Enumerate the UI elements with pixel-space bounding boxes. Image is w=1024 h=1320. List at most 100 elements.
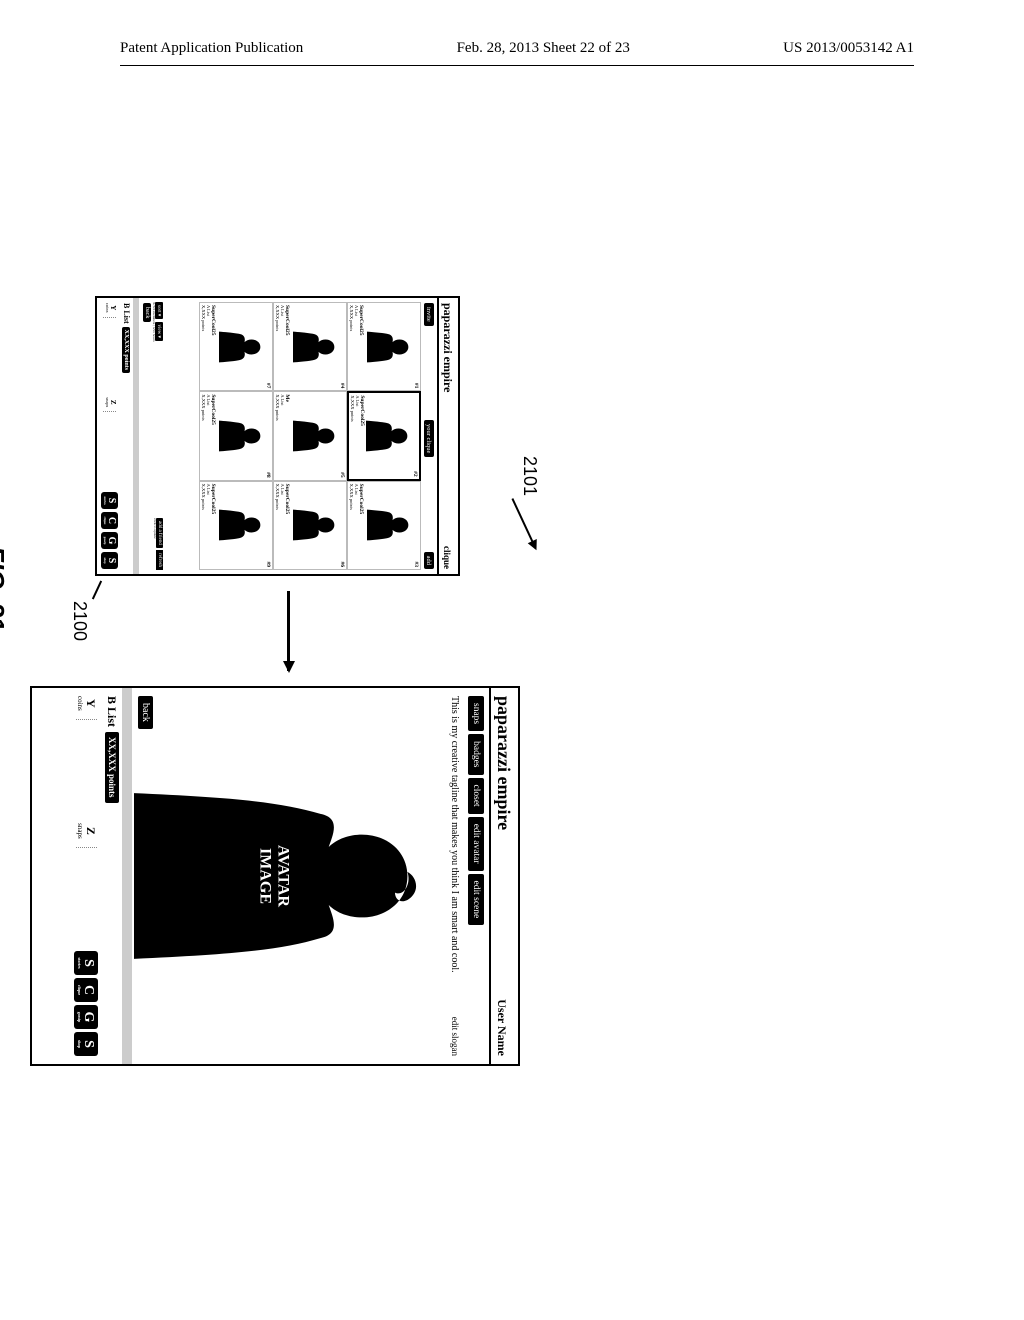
clique-member[interactable]: #1 SuperCool25 A List X,XXX points bbox=[347, 302, 421, 391]
arrow-2100 bbox=[92, 581, 102, 600]
nav-shop[interactable]: Sshop bbox=[101, 552, 118, 569]
member-info: SuperCool25 A List X,XXX points bbox=[201, 305, 216, 388]
avatar-header: paparazzi empire User Name bbox=[489, 688, 518, 1064]
nav-group-left: Sstories Cclique Ggossip Sshop bbox=[101, 492, 118, 569]
clique-title: clique bbox=[442, 546, 452, 569]
member-rank: #2 bbox=[412, 471, 418, 477]
avatar-image-label: AVATARIMAGE bbox=[256, 845, 291, 907]
member-silhouette-icon bbox=[367, 324, 411, 370]
screen-clique: paparazzi empire clique invite your cliq… bbox=[95, 296, 460, 576]
member-silhouette-icon bbox=[293, 324, 337, 370]
member-info: Me A List X,XXX points bbox=[275, 394, 290, 477]
badges-tab[interactable]: badges bbox=[468, 734, 484, 774]
member-silhouette-icon bbox=[219, 324, 263, 370]
invite-tab[interactable]: invite bbox=[424, 303, 434, 326]
avatar-area: AVATARIMAGE back bbox=[135, 688, 445, 1064]
member-silhouette-icon bbox=[293, 413, 337, 459]
clique-member[interactable]: #6 SuperCool25 A List X,XXX points bbox=[273, 481, 347, 570]
screen-avatar: paparazzi empire User Name snaps badges … bbox=[30, 686, 520, 1066]
edit-avatar-tab[interactable]: edit avatar bbox=[468, 817, 484, 871]
ref-2100: 2100 bbox=[69, 601, 90, 641]
points-box: XX,XXX points bbox=[123, 327, 131, 373]
view-button[interactable]: view ▾ bbox=[155, 322, 163, 341]
member-rank: #7 bbox=[265, 383, 271, 389]
nav-clique[interactable]: Cclique bbox=[75, 978, 99, 1002]
app-title: paparazzi empire bbox=[440, 303, 455, 392]
back-button-right[interactable]: back bbox=[139, 696, 154, 729]
member-rank: #5 bbox=[339, 472, 345, 478]
arrow-2101 bbox=[511, 498, 536, 549]
clique-member[interactable]: #8 SuperCool25 A List X,XXX points bbox=[199, 391, 273, 480]
ref-2101: 2101 bbox=[519, 456, 540, 496]
rotated-figure: 2101 2100 paparazzi empire clique invite… bbox=[0, 206, 480, 1106]
member-info: SuperCool25 A List X,XXX points bbox=[201, 394, 216, 477]
clique-member[interactable]: #9 SuperCool25 A List X,XXX points bbox=[199, 481, 273, 570]
closet-tab[interactable]: closet bbox=[468, 778, 484, 814]
nav-clique[interactable]: Cclique bbox=[101, 512, 118, 529]
grey-strip-left bbox=[133, 298, 139, 574]
username-label: User Name bbox=[494, 999, 509, 1056]
member-rank: #3 bbox=[413, 562, 419, 568]
your-clique-tab[interactable]: your clique bbox=[424, 420, 434, 457]
member-rank: #1 bbox=[413, 383, 419, 389]
status-row-right: B List XX,XXX points bbox=[102, 688, 123, 1064]
clique-controls: sort ▾ view ▾ X/XX members | n/xx hours … bbox=[141, 298, 165, 574]
sort-button[interactable]: sort ▾ bbox=[155, 302, 163, 319]
clique-member[interactable]: #5 Me A List X,XXX points bbox=[273, 391, 347, 480]
clique-tabs: invite your clique add bbox=[421, 298, 437, 574]
member-info: SuperCool25 A List X,XXX points bbox=[275, 484, 290, 567]
nav-group-right: Sstories Cclique Ggossip Sshop bbox=[75, 951, 99, 1056]
app-title-right: paparazzi empire bbox=[493, 696, 514, 830]
nav-stories[interactable]: Sstories bbox=[75, 951, 99, 975]
nav-stories[interactable]: Sstories bbox=[101, 492, 118, 509]
edit-scene-tab[interactable]: edit scene bbox=[468, 874, 484, 926]
bottom-bar-right: Y coins Z snaps SstoriesCcliqueGgossipSs… bbox=[69, 688, 102, 1064]
nav-gossip[interactable]: Ggossip bbox=[101, 532, 118, 549]
add-tab[interactable]: add bbox=[424, 552, 434, 569]
tagline-area: This is my creative tagline that makes y… bbox=[445, 688, 464, 1064]
clique-member[interactable]: #2 SuperCool25 A List X,XXX points bbox=[347, 391, 421, 480]
arrow-transition bbox=[287, 591, 290, 671]
member-info: SuperCool25 A List X,XXX points bbox=[201, 484, 216, 567]
add-friend-button[interactable]: add a friend bbox=[156, 518, 163, 548]
clique-header: paparazzi empire clique bbox=[437, 298, 458, 574]
clique-member[interactable]: #7 SuperCool25 A List X,XXX points bbox=[199, 302, 273, 391]
member-rank: #9 bbox=[265, 562, 271, 568]
member-silhouette-icon bbox=[219, 502, 263, 548]
member-info: SuperCool25 A List X,XXX points bbox=[350, 395, 365, 476]
avatar-tabs: snaps badges closet edit avatar edit sce… bbox=[463, 688, 489, 1064]
member-silhouette-icon bbox=[367, 502, 411, 548]
snaps-stat: Z snaps bbox=[103, 397, 116, 412]
figure-area: 2101 2100 paparazzi empire clique invite… bbox=[0, 66, 1024, 1166]
coins-stat-right: Y coins bbox=[76, 696, 97, 720]
member-rank: #6 bbox=[339, 562, 345, 568]
bottom-bar-left: Y coins Z snaps SstoriesCcliqueGgossipSs… bbox=[97, 298, 120, 574]
points-box-right: XX,XXX points bbox=[105, 732, 119, 803]
tagline-text: This is my creative tagline that makes y… bbox=[448, 696, 461, 1009]
member-info: SuperCool25 A List X,XXX points bbox=[349, 484, 364, 567]
clique-member[interactable]: #3 SuperCool25 A List X,XXX points bbox=[347, 481, 421, 570]
back-button-left[interactable]: back bbox=[143, 303, 151, 322]
member-rank: #8 bbox=[265, 472, 271, 478]
member-info: SuperCool25 A List X,XXX points bbox=[275, 305, 290, 388]
header-right: US 2013/0053142 A1 bbox=[783, 40, 914, 57]
clique-grid: #1 SuperCool25 A List X,XXX points #2 Su… bbox=[165, 298, 421, 574]
snaps-stat-right: Z snaps bbox=[76, 823, 97, 848]
snaps-tab[interactable]: snaps bbox=[468, 696, 484, 731]
member-silhouette-icon bbox=[219, 413, 263, 459]
grey-strip-right bbox=[123, 688, 133, 1064]
blist-label: B List bbox=[122, 303, 131, 324]
edit-slogan-button[interactable]: edit slogan bbox=[449, 1017, 460, 1056]
clique-member[interactable]: #4 SuperCool25 A List X,XXX points bbox=[273, 302, 347, 391]
nav-gossip[interactable]: Ggossip bbox=[75, 1005, 99, 1029]
nav-shop[interactable]: Sshop bbox=[75, 1032, 99, 1056]
status-row-left: B List XX,XXX points bbox=[120, 298, 133, 574]
member-rank: #4 bbox=[339, 383, 345, 389]
member-info: SuperCool25 A List X,XXX points bbox=[349, 305, 364, 388]
refresh-button[interactable]: refresh bbox=[156, 550, 163, 570]
header-center: Feb. 28, 2013 Sheet 22 of 23 bbox=[457, 40, 630, 57]
patent-header: Patent Application Publication Feb. 28, … bbox=[0, 0, 1024, 65]
member-silhouette-icon bbox=[293, 502, 337, 548]
coins-stat: Y coins bbox=[103, 303, 116, 318]
member-silhouette-icon bbox=[366, 413, 410, 459]
